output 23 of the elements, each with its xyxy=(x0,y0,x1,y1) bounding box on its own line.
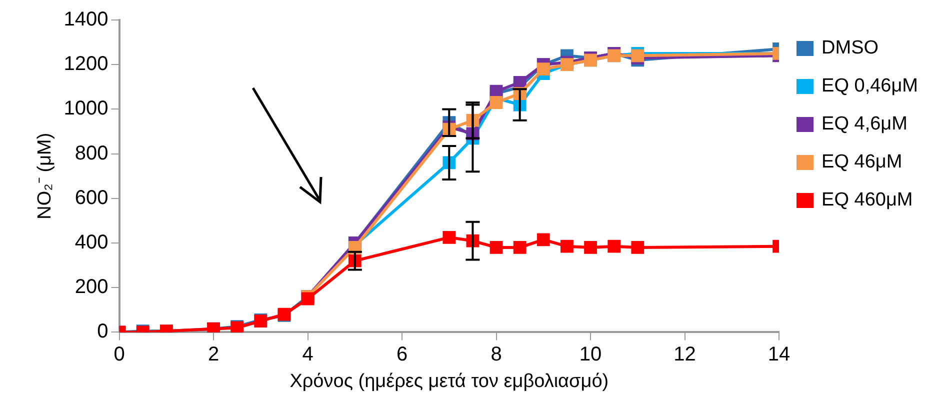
y-axis-title: NO₂⁻ (μM) xyxy=(34,132,56,220)
x-tick-label: 4 xyxy=(302,344,314,366)
y-tick-label: 800 xyxy=(74,142,108,164)
x-tick-label: 0 xyxy=(114,344,125,366)
legend-label: DMSO xyxy=(822,38,879,59)
x-tick-label: 6 xyxy=(396,344,408,366)
legend-label: EQ 0,46μM xyxy=(822,76,918,97)
x-tick-label: 8 xyxy=(490,344,502,366)
x-tick-label: 10 xyxy=(579,344,602,366)
legend-label: EQ 46μM xyxy=(822,152,902,173)
y-tick-label: 200 xyxy=(74,276,108,298)
y-tick-label: 600 xyxy=(74,186,108,209)
y-tick-label: 1400 xyxy=(64,8,108,31)
x-tick-label: 2 xyxy=(208,344,220,366)
y-tick-label: 1000 xyxy=(64,98,108,120)
x-tick-label: 12 xyxy=(674,344,696,366)
x-tick-label: 14 xyxy=(768,344,790,366)
y-tick-label: 0 xyxy=(97,320,108,343)
x-axis-title: Χρόνος (ημέρες μετά τον εμβολιασμό) xyxy=(290,370,609,392)
y-tick-label: 400 xyxy=(74,232,108,254)
legend-label: EQ 4,6μM xyxy=(822,114,908,135)
y-tick-label: 1200 xyxy=(64,53,108,76)
legend-label: EQ 460μM xyxy=(822,190,913,211)
